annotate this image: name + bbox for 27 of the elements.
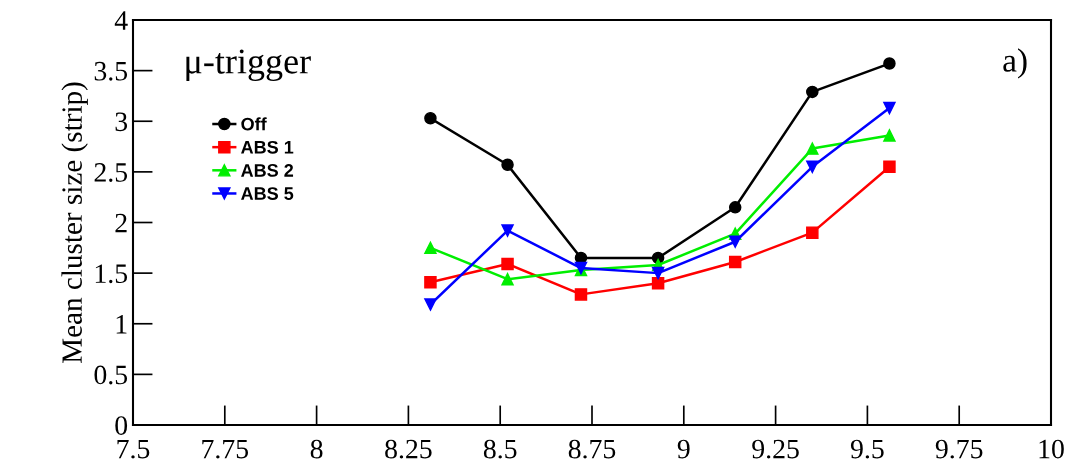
legend-label: ABS 2 [241, 164, 294, 177]
x-tick-label: 7.75 [202, 439, 249, 459]
x-tick-label: 10 [1039, 439, 1064, 459]
x-tick-label: 8.5 [483, 439, 517, 459]
y-tick-label: 2.5 [94, 163, 128, 182]
x-tick-label: 9.25 [752, 439, 799, 459]
legend-label: ABS 1 [241, 140, 294, 154]
x-tick-label: 8.75 [568, 439, 616, 459]
y-axis-title: Mean cluster size (strip) [61, 82, 88, 363]
x-tick-label: 7.5 [117, 439, 150, 459]
annotation: a) [1003, 48, 1027, 79]
y-tick-label: 2 [115, 213, 127, 233]
y-tick-label: 0 [115, 416, 128, 435]
legend-label: ABS 5 [241, 187, 294, 200]
x-tick-label: 8 [310, 439, 323, 459]
y-tick-label: 1.5 [95, 264, 128, 284]
y-tick-label: 0.5 [94, 365, 128, 385]
y-tick-label: 3 [115, 112, 128, 132]
x-tick-label: 9 [677, 439, 690, 459]
text: μ-trigger [186, 49, 311, 82]
y-tick-label: 1 [116, 315, 127, 334]
x-tick-label: 9.75 [935, 439, 983, 459]
x-tick-label: 9.5 [850, 439, 884, 459]
y-tick-label: 3.5 [94, 61, 128, 81]
y-tick-label: 4 [114, 11, 128, 30]
legend-label: Off [241, 117, 267, 131]
x-tick-label: 8.25 [385, 439, 432, 459]
